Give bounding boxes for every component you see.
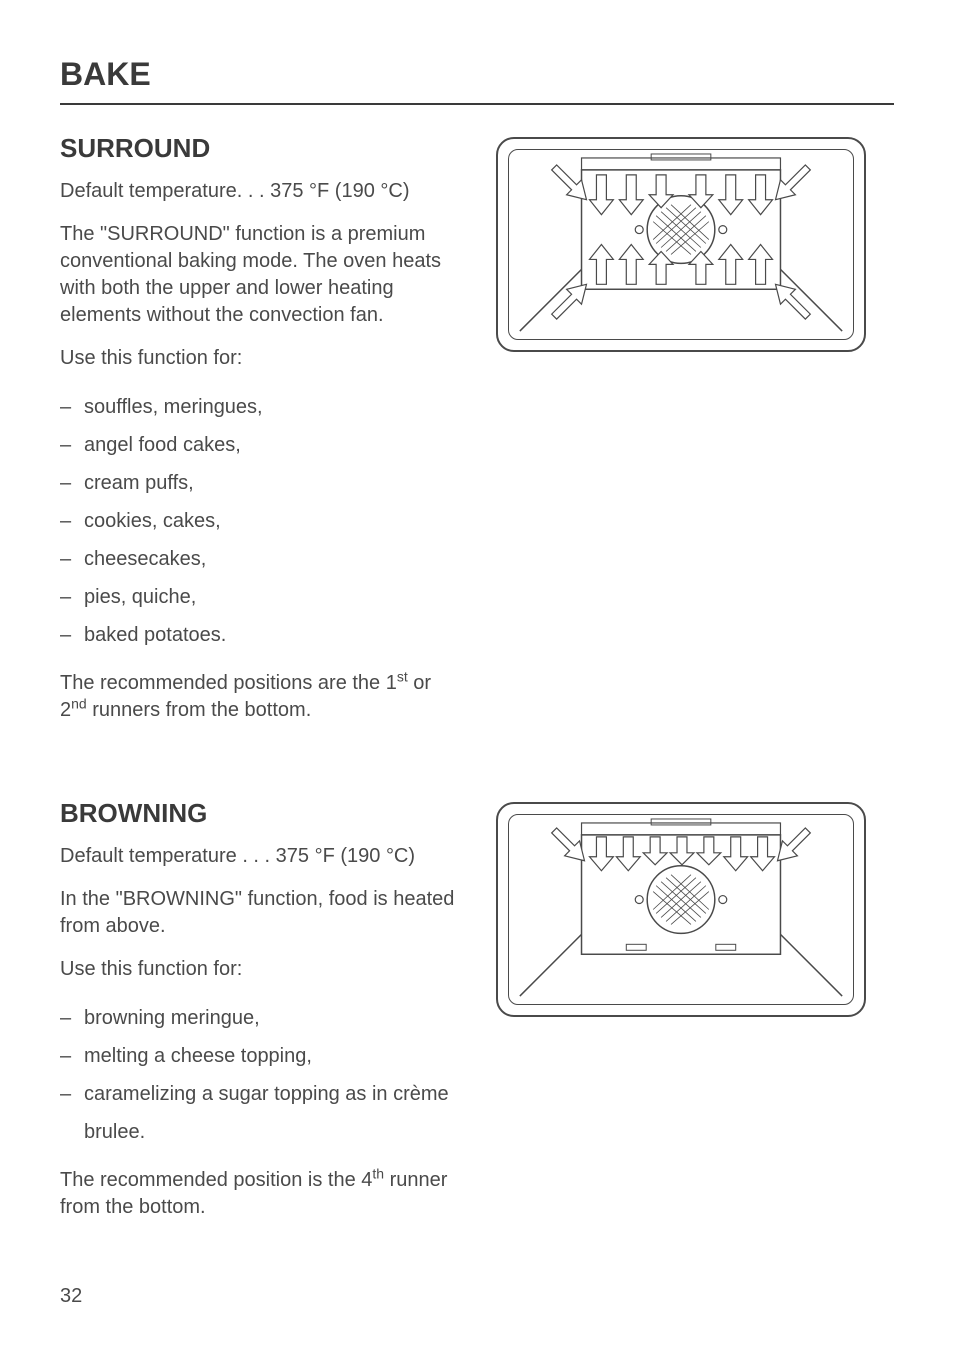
list-item: browning meringue, xyxy=(60,999,460,1037)
surround-section: SURROUND Default temperature. . . 375 °F… xyxy=(60,133,894,740)
list-item: melting a cheese topping, xyxy=(60,1037,460,1075)
surround-oven-diagram xyxy=(496,137,866,352)
browning-text-column: BROWNING Default temperature . . . 375 °… xyxy=(60,798,460,1237)
list-item: cookies, cakes, xyxy=(60,502,460,540)
browning-recommended: The recommended position is the 4th runn… xyxy=(60,1167,460,1221)
list-item: cheesecakes, xyxy=(60,540,460,578)
surround-oven-svg xyxy=(509,150,853,339)
diagram-inner xyxy=(508,149,854,340)
browning-heading: BROWNING xyxy=(60,798,460,829)
surround-default-temp: Default temperature. . . 375 °F (190 °C) xyxy=(60,178,460,205)
surround-diagram-column xyxy=(496,133,894,740)
superscript: nd xyxy=(71,695,87,711)
list-item: souffles, meringues, xyxy=(60,388,460,426)
text-fragment: The recommended positions are the 1 xyxy=(60,672,397,694)
browning-intro: In the "BROWNING" function, food is heat… xyxy=(60,886,460,940)
browning-default-temp: Default temperature . . . 375 °F (190 °C… xyxy=(60,843,460,870)
surround-recommended: The recommended positions are the 1st or… xyxy=(60,670,460,724)
surround-list: souffles, meringues, angel food cakes, c… xyxy=(60,388,460,654)
browning-use-for-label: Use this function for: xyxy=(60,956,460,983)
section-gap xyxy=(60,740,894,798)
browning-list: browning meringue, melting a cheese topp… xyxy=(60,999,460,1151)
superscript: th xyxy=(372,1165,384,1181)
browning-oven-svg xyxy=(509,815,853,1004)
browning-oven-diagram xyxy=(496,802,866,1017)
diagram-inner xyxy=(508,814,854,1005)
superscript: st xyxy=(397,668,408,684)
surround-intro: The "SURROUND" function is a premium con… xyxy=(60,221,460,329)
page-title: BAKE xyxy=(60,56,894,105)
text-fragment: The recommended position is the 4 xyxy=(60,1169,372,1191)
page: BAKE SURROUND Default temperature. . . 3… xyxy=(0,0,954,1352)
list-item: cream puffs, xyxy=(60,464,460,502)
list-item: angel food cakes, xyxy=(60,426,460,464)
text-fragment: runners from the bottom. xyxy=(87,699,312,721)
list-item: baked potatoes. xyxy=(60,616,460,654)
list-item: pies, quiche, xyxy=(60,578,460,616)
list-item: caramelizing a sugar topping as in crème… xyxy=(60,1075,460,1151)
surround-heading: SURROUND xyxy=(60,133,460,164)
browning-section: BROWNING Default temperature . . . 375 °… xyxy=(60,798,894,1237)
surround-use-for-label: Use this function for: xyxy=(60,345,460,372)
page-number: 32 xyxy=(60,1285,82,1308)
browning-diagram-column xyxy=(496,798,894,1237)
surround-text-column: SURROUND Default temperature. . . 375 °F… xyxy=(60,133,460,740)
